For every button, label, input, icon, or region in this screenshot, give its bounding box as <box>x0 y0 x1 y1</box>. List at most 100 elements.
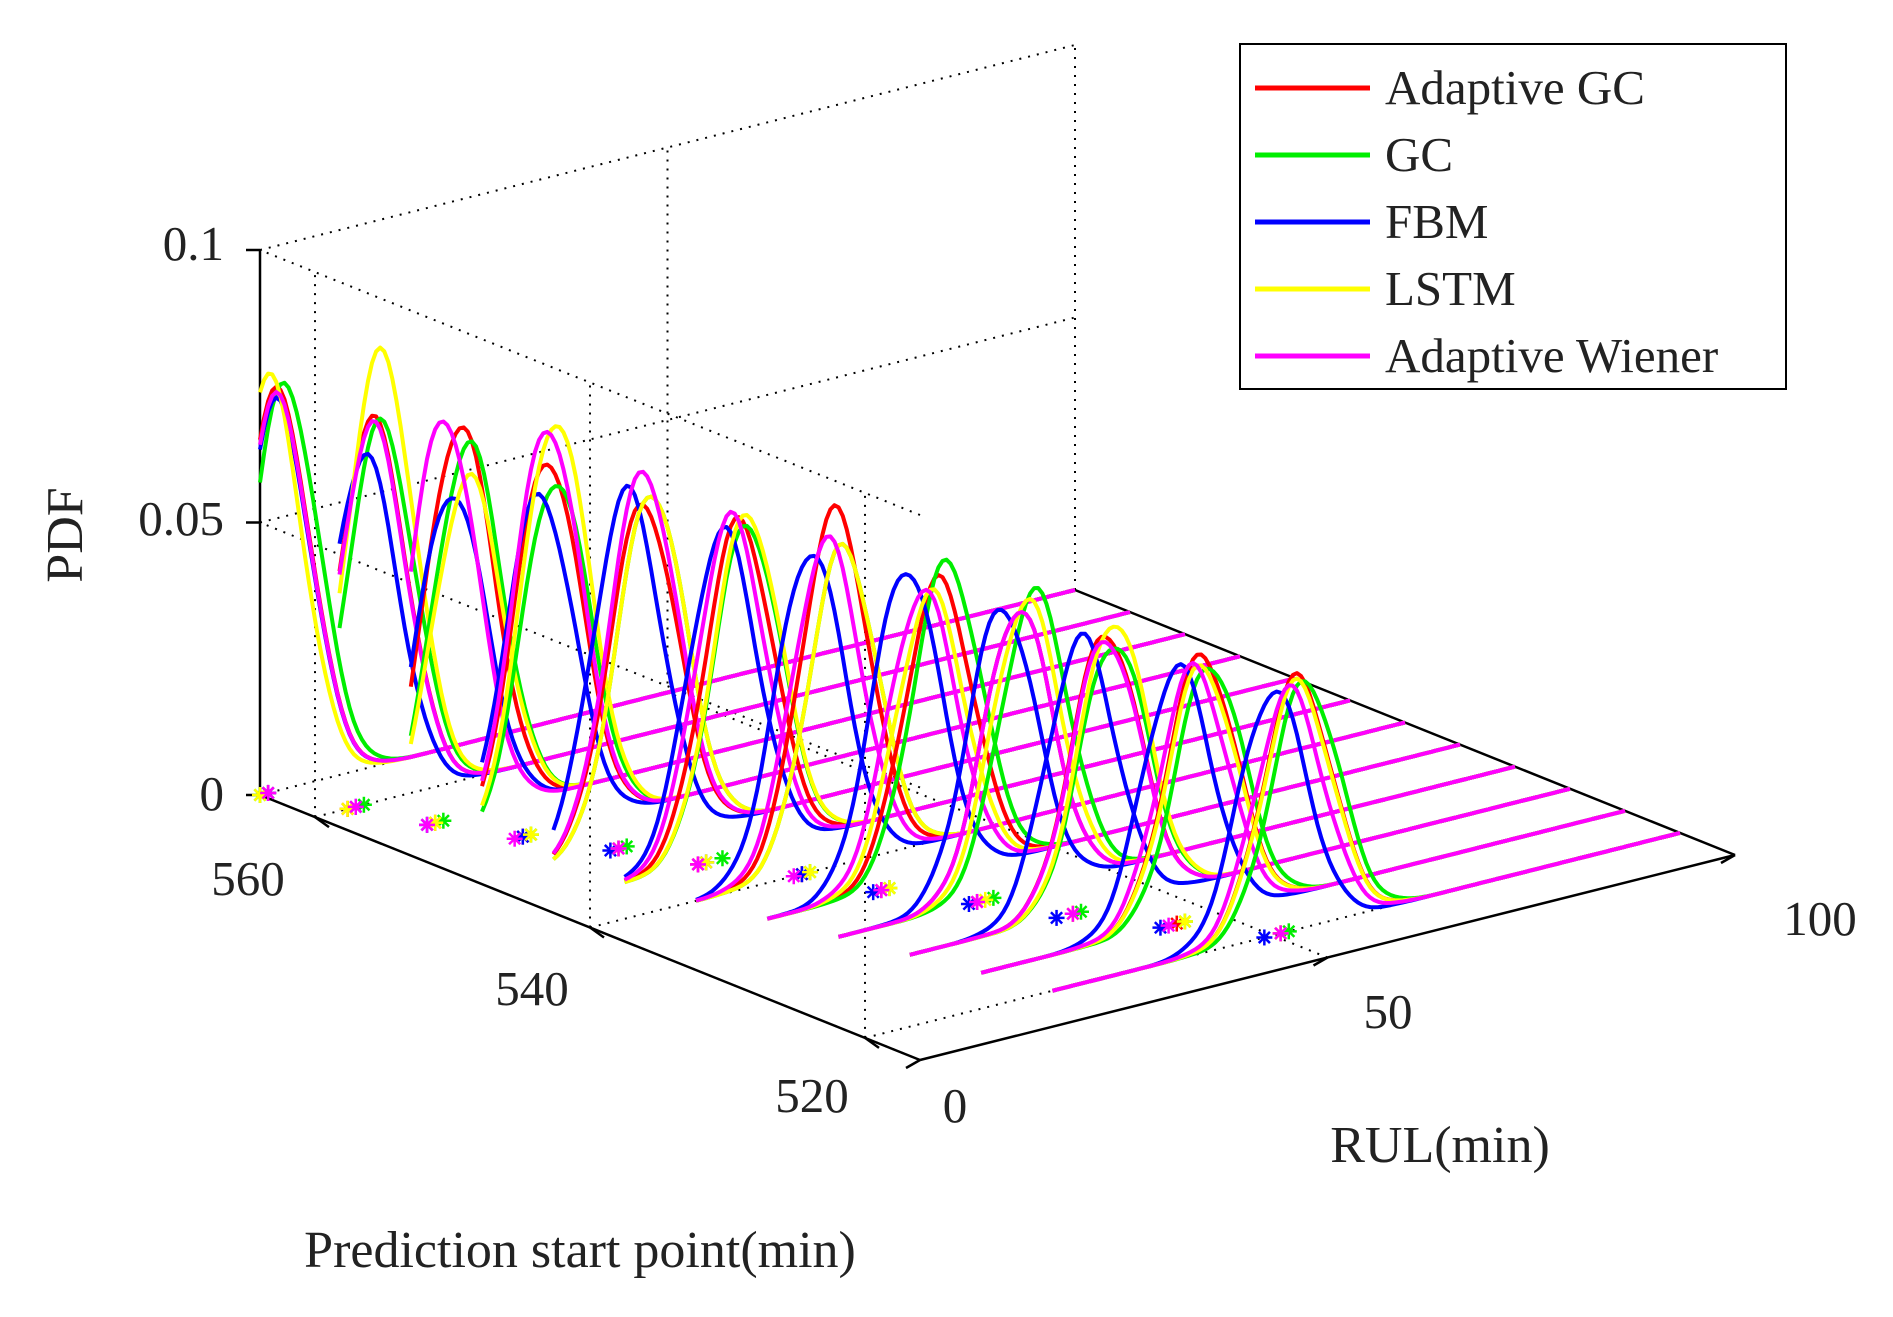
x-tick-mark <box>1720 853 1736 865</box>
true-rul-marker <box>419 816 436 833</box>
x-tick-label: 50 <box>1364 984 1413 1039</box>
marker-stroke <box>691 857 705 871</box>
true-rul-marker <box>1048 909 1065 926</box>
marker-stroke <box>795 867 809 881</box>
y-tick-mark <box>314 816 330 829</box>
pdf-curve-adaptive-wiener <box>980 660 1626 975</box>
true-rul-marker <box>260 784 277 801</box>
marker-stroke <box>962 897 976 911</box>
true-rul-marker <box>802 864 819 881</box>
marker-stroke <box>612 841 626 855</box>
marker-stroke <box>986 891 1000 905</box>
pdf-curve-adaptive-wiener <box>258 390 1076 763</box>
marker-stroke <box>978 893 992 907</box>
z-tick-label: 0.1 <box>163 216 224 271</box>
marker-stroke <box>524 828 538 842</box>
marker-stroke <box>420 818 434 832</box>
grid-line <box>259 521 921 789</box>
true-rul-marker <box>873 882 890 899</box>
z-tick-label: 0 <box>200 766 225 821</box>
true-rul-marker <box>785 868 802 885</box>
pdf-curve-lstm <box>337 345 1131 773</box>
z-tick-labels: 0.1 0.05 0 <box>138 216 224 821</box>
marker-stroke <box>715 851 729 865</box>
marker-stroke <box>620 839 634 853</box>
x-tick-labels: 0 50 100 <box>943 891 1857 1133</box>
z-axis-label: PDF <box>37 487 94 582</box>
y-tick-mark <box>589 926 605 939</box>
marker-stroke <box>603 844 617 858</box>
pdf-curves <box>258 345 1681 993</box>
x-tick-mark <box>1312 956 1329 967</box>
marker-stroke <box>883 881 896 895</box>
marker-stroke <box>349 800 363 814</box>
marker-stroke <box>1282 924 1296 938</box>
x-axis-label: RUL(min) <box>1330 1117 1550 1174</box>
marker-stroke <box>787 869 801 883</box>
true-rul-marker <box>690 856 706 873</box>
marker-stroke <box>866 885 880 899</box>
grid-line <box>259 44 1076 251</box>
grid-line <box>259 249 921 516</box>
true-rul-marker <box>522 826 539 843</box>
marker-stroke <box>428 816 442 830</box>
marker-stroke <box>253 788 267 802</box>
marker-stroke <box>1274 926 1288 940</box>
true-rul-marker <box>714 850 731 867</box>
legend-label: Adaptive Wiener <box>1385 328 1718 383</box>
marker-stroke <box>1162 919 1176 933</box>
marker-stroke <box>516 830 530 844</box>
marker-stroke <box>699 855 713 869</box>
marker-stroke <box>1066 907 1080 921</box>
marker-stroke <box>357 798 371 812</box>
marker-stroke <box>1050 911 1064 925</box>
grid-line <box>667 691 1328 959</box>
marker-stroke <box>508 832 522 846</box>
legend-box <box>1239 43 1787 390</box>
pdf-curve-adaptive-wiener <box>551 469 1296 855</box>
pdf-curve-adaptive-wiener <box>337 419 1131 775</box>
true-rul-marker <box>610 840 627 857</box>
pdf-curve-adaptive-wiener <box>838 610 1516 939</box>
legend-label: FBM <box>1385 194 1489 249</box>
x-tick-mark <box>905 1058 921 1070</box>
true-rul-marker <box>506 830 523 847</box>
true-rul-marker <box>1256 929 1273 946</box>
x-tick-label: 0 <box>943 1078 968 1133</box>
true-rul-marker <box>1064 905 1081 922</box>
marker-stroke <box>1178 915 1192 929</box>
marker-stroke <box>970 895 984 909</box>
legend: Adaptive GC GC FBM LSTM Adaptive Wiener <box>1239 43 1787 390</box>
pdf-curve-adaptive-wiener <box>909 640 1571 957</box>
legend-label: Adaptive GC <box>1385 60 1645 115</box>
z-tick-label: 0.05 <box>138 491 224 546</box>
axes <box>246 248 1736 1070</box>
true-rul-marker <box>1272 925 1289 942</box>
true-rul-marker <box>1176 913 1193 930</box>
legend-label: LSTM <box>1385 261 1516 316</box>
pdf-curve-adaptive-wiener <box>1051 683 1681 993</box>
marker-stroke <box>436 814 450 828</box>
pdf-curve-adaptive-wiener <box>766 587 1461 921</box>
marker-stroke <box>1170 917 1184 931</box>
y-tick-label: 560 <box>211 851 285 906</box>
marker-stroke <box>261 786 275 800</box>
true-rul-marker <box>347 798 364 815</box>
y-tick-labels: 560 540 520 <box>211 851 849 1123</box>
true-rul-marker <box>969 893 986 910</box>
marker-stroke <box>874 883 888 897</box>
y-axis-label: Prediction start point(min) <box>304 1222 856 1279</box>
true-rul-marker <box>1160 917 1177 934</box>
y-tick-mark <box>864 1036 880 1049</box>
y-tick-label: 540 <box>495 961 569 1016</box>
y-tick-label: 520 <box>775 1068 849 1123</box>
true-rul-markers <box>252 784 1297 946</box>
marker-stroke <box>341 802 355 816</box>
pdf-curve-adaptive-wiener <box>695 534 1406 903</box>
marker-stroke <box>1074 905 1088 919</box>
marker-stroke <box>1257 930 1271 944</box>
marker-stroke <box>1153 921 1167 935</box>
legend-label: GC <box>1385 127 1453 182</box>
x-tick-label: 100 <box>1783 891 1857 946</box>
